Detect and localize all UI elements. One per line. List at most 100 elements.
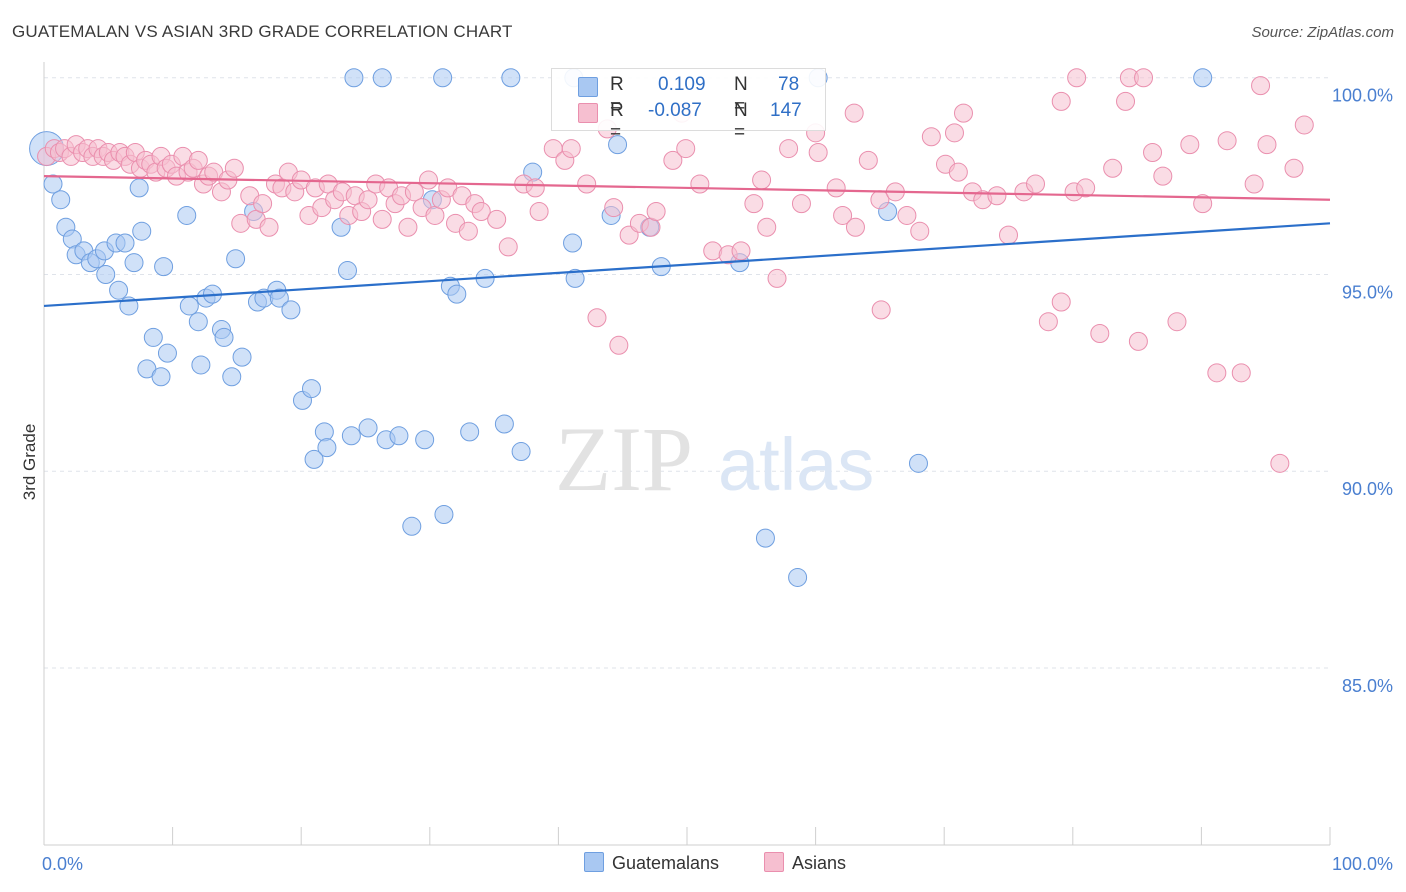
guatemalan-point: [188, 312, 208, 332]
legend-n-label: N =: [734, 100, 748, 143]
asian-point: [858, 150, 878, 170]
legend-n-value: 78: [778, 74, 800, 95]
asian-point: [999, 225, 1018, 245]
watermark-zip: ZIP: [555, 408, 693, 510]
guatemalan-point: [511, 442, 531, 462]
guatemalan-point: [389, 426, 409, 446]
guatemalan-point: [115, 233, 135, 253]
asian-point: [1153, 166, 1173, 186]
asian-point: [808, 142, 828, 162]
asian-point: [561, 139, 581, 159]
asian-point: [1116, 91, 1136, 111]
legend: R = 0.109 N = 78 R = -0.087 N = 147: [551, 68, 826, 143]
guatemalan-point: [460, 422, 480, 442]
axes-layer: [43, 62, 1331, 846]
guatemalan-point: [755, 528, 775, 548]
asian-point: [253, 194, 273, 214]
bottom-legend-label: Guatemalans: [612, 853, 720, 873]
asian-point: [525, 178, 545, 198]
guatemalan-point: [269, 288, 289, 308]
bottom-legend-asians: Asians: [764, 852, 846, 874]
legend-r-value: 0.109: [658, 74, 706, 95]
guatemalan-point: [434, 504, 454, 524]
asian-point: [498, 237, 518, 257]
asian-point: [471, 202, 491, 222]
guatemalan-point: [317, 438, 337, 458]
guatemalan-point: [226, 249, 246, 269]
guatemalan-point: [214, 327, 234, 347]
asian-point: [458, 221, 478, 241]
asian-point: [419, 170, 439, 190]
guatemalan-point: [314, 422, 334, 442]
asian-point: [529, 202, 549, 222]
guatemalan-point: [179, 296, 199, 316]
guatemalan-point: [51, 190, 71, 210]
asian-point: [1294, 115, 1314, 135]
guatemalan-point: [344, 68, 364, 88]
watermark-atlas: atlas: [718, 423, 874, 506]
asian-point: [731, 241, 751, 261]
asian-point: [676, 139, 696, 159]
asian-point: [1257, 135, 1277, 155]
guatemalan-point: [501, 68, 521, 88]
guatemalan-point: [151, 367, 171, 387]
asian-point: [1038, 312, 1058, 332]
asian-point: [1167, 312, 1187, 332]
y-tick-label: 90.0%: [1342, 479, 1393, 499]
bottom-legend-swatch-pink: [764, 852, 784, 872]
asian-point: [1103, 158, 1123, 178]
asian-point: [1143, 142, 1163, 162]
asian-point: [1128, 331, 1148, 351]
chart-title: GUATEMALAN VS ASIAN 3RD GRADE CORRELATIO…: [12, 22, 513, 41]
guatemalan-point: [96, 264, 116, 284]
guatemalan-point: [132, 221, 152, 241]
guatemalan-point: [415, 430, 435, 450]
guatemalan-point: [402, 516, 422, 536]
trend-line-asians: [43, 175, 1331, 201]
guatemalan-point: [191, 355, 211, 375]
asian-point: [910, 221, 930, 241]
asian-point: [744, 194, 764, 214]
asian-point: [690, 174, 710, 194]
asian-point: [1090, 323, 1110, 343]
asian-point: [1076, 178, 1096, 198]
guatemalan-point: [301, 379, 321, 399]
chart-source: Source: ZipAtlas.com: [1251, 24, 1394, 41]
asian-point: [372, 209, 392, 229]
legend-n-label: N =: [734, 74, 748, 117]
bottom-legend-label: Asians: [792, 853, 847, 873]
asian-point: [259, 217, 279, 237]
asian-point: [224, 158, 244, 178]
asian-point: [1244, 174, 1264, 194]
guatemalan-point: [788, 567, 808, 587]
guatemalan-point: [143, 327, 163, 347]
guatemalan-point: [563, 233, 583, 253]
guatemalan-point: [43, 174, 63, 194]
asian-point: [987, 186, 1007, 206]
asian-point: [1251, 76, 1271, 96]
asian-point: [1134, 68, 1154, 88]
legend-r-label: R =: [610, 100, 624, 143]
asian-point: [871, 300, 891, 320]
asian-point: [646, 202, 666, 222]
asian-point: [1270, 453, 1290, 473]
asian-point: [663, 150, 683, 170]
asian-point: [1284, 158, 1304, 178]
guatemalan-point: [304, 449, 324, 469]
asian-point: [404, 182, 424, 202]
guatemalan-point: [337, 261, 357, 281]
asian-point: [358, 190, 378, 210]
legend-r-value: -0.087: [648, 100, 702, 121]
guatemalan-point: [157, 343, 177, 363]
bottom-legend-swatch-blue: [584, 852, 604, 872]
asian-point: [1207, 363, 1227, 383]
asians-points: [37, 68, 1314, 473]
asian-point: [587, 308, 607, 328]
guatemalan-point: [109, 280, 129, 300]
guatemalan-point: [341, 426, 361, 446]
asian-point: [833, 205, 853, 225]
asian-point: [791, 194, 811, 214]
asian-point: [188, 150, 208, 170]
grid-layer: 100.0% 95.0% 90.0% 85.0%: [44, 77, 1393, 696]
